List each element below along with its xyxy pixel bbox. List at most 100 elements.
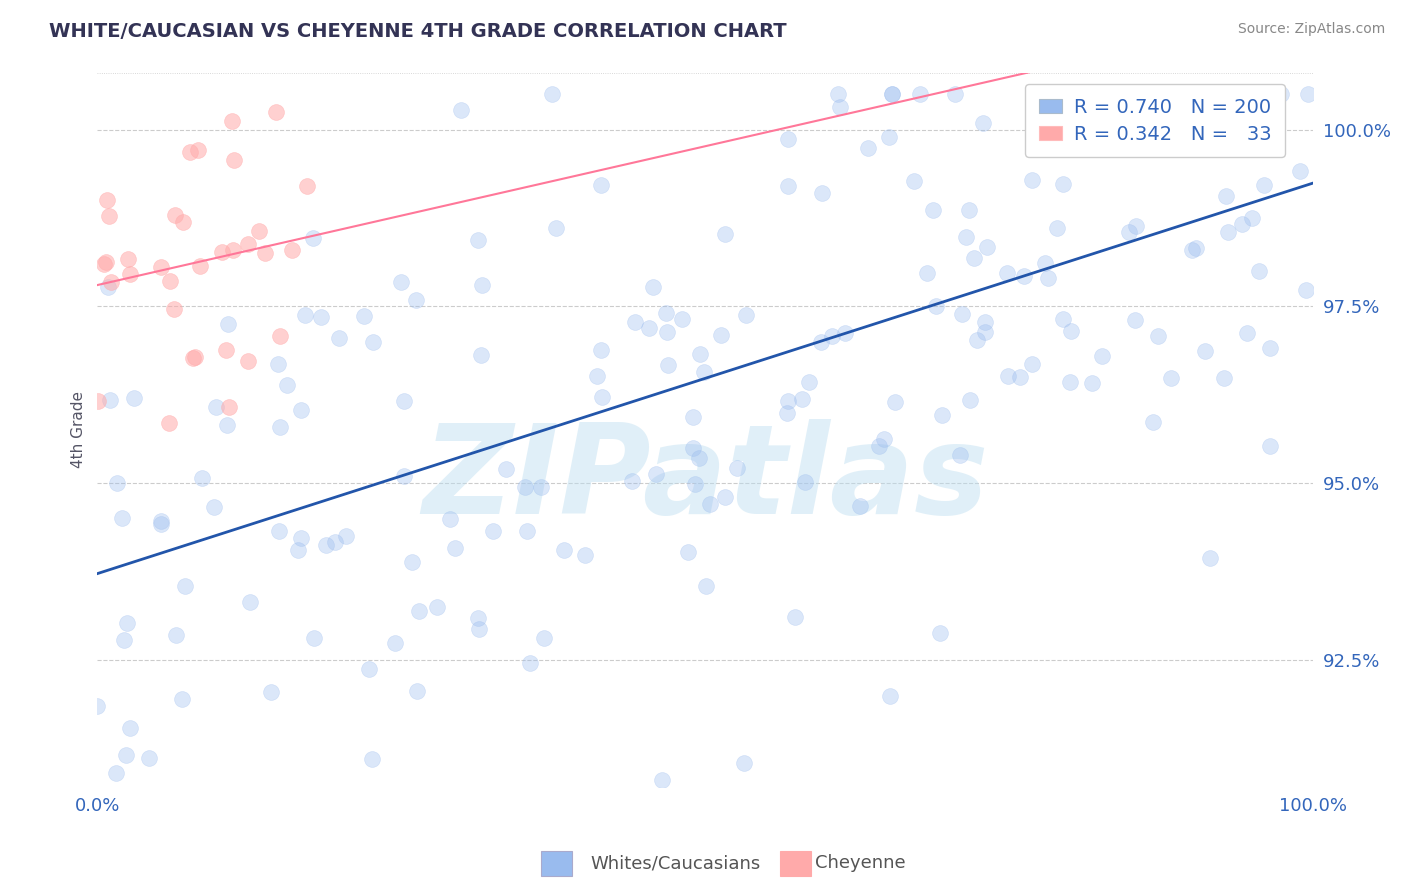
Point — [976, 240, 998, 254]
Point — [655, 306, 678, 320]
Point — [467, 611, 489, 625]
Legend: R = 0.740   N = 200, R = 0.342   N =   33: R = 0.740 N = 200, R = 0.342 N = 33 — [1025, 84, 1285, 157]
Point — [880, 87, 903, 102]
Point — [957, 202, 980, 217]
Point — [157, 416, 180, 430]
Point — [1160, 87, 1182, 102]
Point — [328, 331, 350, 345]
Point — [214, 343, 236, 357]
Point — [117, 252, 139, 266]
Point — [215, 418, 238, 433]
Point — [112, 632, 135, 647]
Point — [221, 114, 243, 128]
Point — [676, 544, 699, 558]
Point — [553, 542, 575, 557]
Point — [513, 480, 536, 494]
Point — [115, 747, 138, 762]
Point — [689, 347, 711, 361]
Point — [170, 692, 193, 706]
Point — [1052, 312, 1074, 326]
Point — [591, 343, 613, 358]
Point — [280, 243, 302, 257]
Point — [1071, 87, 1094, 102]
Point — [1028, 137, 1050, 152]
Point — [467, 233, 489, 247]
Point — [163, 208, 186, 222]
Point — [713, 227, 735, 242]
Point — [315, 538, 337, 552]
Point — [394, 469, 416, 483]
Point — [471, 278, 494, 293]
Text: ZIPatlas: ZIPatlas — [422, 419, 988, 541]
Point — [202, 500, 225, 514]
Point — [309, 310, 332, 325]
Point — [1125, 219, 1147, 234]
Point — [879, 690, 901, 704]
Point — [302, 231, 325, 245]
Point — [302, 631, 325, 645]
Point — [858, 140, 880, 154]
Point — [1123, 313, 1146, 327]
Point — [1256, 87, 1278, 102]
Point — [1241, 211, 1264, 225]
Point — [222, 243, 245, 257]
Point — [1147, 328, 1170, 343]
Point — [1021, 357, 1043, 371]
Point — [1219, 87, 1241, 102]
Point — [734, 308, 756, 322]
Point — [880, 87, 903, 102]
Point — [217, 318, 239, 332]
Point — [405, 293, 427, 308]
Point — [359, 662, 381, 676]
Point — [682, 410, 704, 425]
Point — [1047, 87, 1070, 102]
Point — [353, 309, 375, 323]
Point — [641, 280, 664, 294]
Point — [181, 351, 204, 365]
Point — [620, 475, 643, 489]
Point — [100, 275, 122, 289]
Point — [1128, 87, 1150, 102]
Point — [973, 325, 995, 339]
Point — [1258, 341, 1281, 355]
Point — [1167, 87, 1189, 102]
Point — [204, 400, 226, 414]
Point — [439, 511, 461, 525]
Point — [821, 329, 844, 343]
Point — [1091, 350, 1114, 364]
Point — [1021, 173, 1043, 187]
Point — [191, 471, 214, 485]
Point — [1216, 225, 1239, 239]
Point — [264, 105, 287, 120]
Point — [269, 524, 291, 538]
Point — [86, 393, 108, 408]
Point — [733, 756, 755, 771]
Point — [150, 260, 173, 274]
Point — [96, 193, 118, 207]
Point — [1253, 178, 1275, 193]
Point — [1081, 376, 1104, 391]
Point — [276, 377, 298, 392]
Point — [797, 375, 820, 389]
Point — [1258, 439, 1281, 453]
Point — [783, 610, 806, 624]
Point — [401, 555, 423, 569]
Point — [174, 579, 197, 593]
Point — [1052, 178, 1074, 192]
Point — [426, 599, 449, 614]
Point — [104, 766, 127, 780]
Point — [93, 257, 115, 271]
Point — [682, 441, 704, 455]
Point — [884, 395, 907, 409]
Point — [188, 259, 211, 273]
Point — [1181, 244, 1204, 258]
Point — [1142, 87, 1164, 102]
Point — [586, 369, 609, 384]
Point — [1118, 225, 1140, 239]
Point — [793, 475, 815, 489]
Text: Source: ZipAtlas.com: Source: ZipAtlas.com — [1237, 22, 1385, 37]
Point — [118, 267, 141, 281]
Point — [922, 202, 945, 217]
Point — [444, 541, 467, 556]
Point — [98, 393, 121, 408]
